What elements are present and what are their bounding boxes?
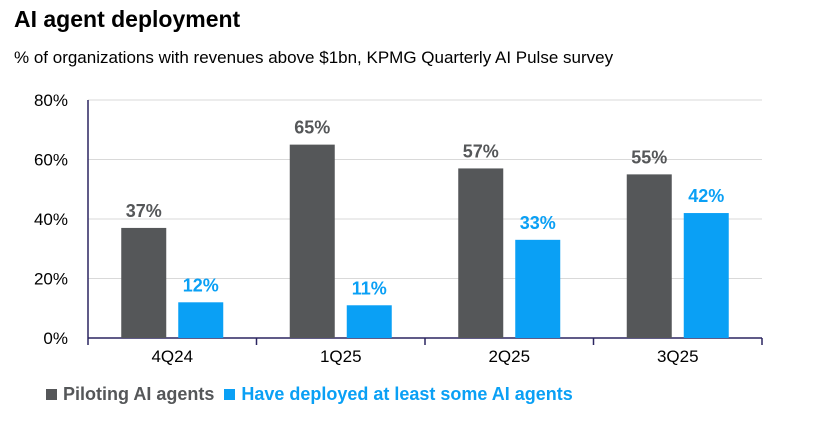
legend-label-deployed: Have deployed at least some AI agents [241, 384, 573, 404]
x-tick-label: 4Q24 [151, 347, 193, 366]
bar-piloting [289, 144, 335, 338]
bar-piloting [458, 168, 504, 338]
data-label-deployed: 33% [520, 213, 556, 233]
y-tick-label: 0% [43, 329, 68, 348]
bar-deployed [683, 213, 729, 338]
data-label-piloting: 65% [294, 118, 330, 138]
y-tick-label: 60% [34, 151, 68, 170]
data-label-piloting: 55% [631, 147, 667, 167]
x-tick-label: 3Q25 [657, 347, 699, 366]
data-label-piloting: 37% [126, 201, 162, 221]
y-tick-label: 40% [34, 210, 68, 229]
x-tick-label: 1Q25 [320, 347, 362, 366]
bar-deployed [346, 305, 392, 338]
bar-deployed [178, 302, 224, 338]
legend: Piloting AI agents Have deployed at leas… [46, 384, 583, 405]
bar-piloting [121, 227, 167, 338]
data-label-deployed: 11% [352, 278, 387, 298]
data-label-piloting: 57% [463, 141, 499, 161]
chart-title: AI agent deployment [14, 6, 241, 32]
chart-subtitle: % of organizations with revenues above $… [14, 48, 614, 67]
data-label-deployed: 12% [183, 275, 219, 295]
y-tick-label: 20% [34, 270, 68, 289]
bar-piloting [626, 174, 672, 338]
bar-deployed [515, 239, 561, 338]
y-tick-label: 80% [34, 91, 68, 110]
legend-item-deployed: Have deployed at least some AI agents [224, 384, 573, 405]
legend-label-piloting: Piloting AI agents [63, 384, 215, 404]
legend-item-piloting: Piloting AI agents [46, 384, 214, 405]
legend-swatch-deployed [224, 389, 236, 400]
x-tick-label: 2Q25 [488, 347, 530, 366]
bar-chart: 0% 20% 40% 60% 80% 37% 12% 4Q24 65% 11% 1Q25 57% 33%… [34, 91, 763, 366]
legend-swatch-piloting [46, 389, 57, 400]
data-label-deployed: 42% [688, 186, 724, 206]
